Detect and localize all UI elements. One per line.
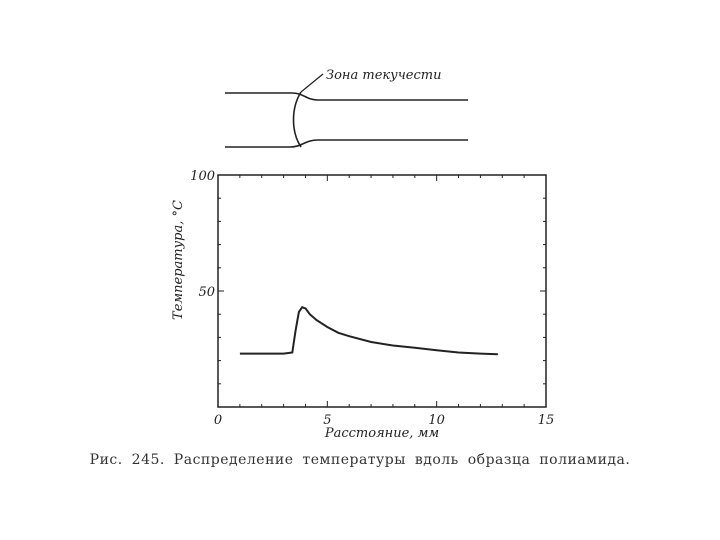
figure-caption: Рис. 245. Распределение температуры вдол… — [0, 452, 720, 468]
annotation-leader-line — [300, 73, 324, 93]
x-tick-label: 5 — [323, 413, 331, 428]
yield-zone-annotation: Зона текучести — [326, 68, 441, 83]
yield-zone-front — [292, 91, 302, 148]
caption-label: Рис. 245. — [89, 452, 165, 468]
specimen-top-edge — [225, 92, 468, 101]
y-tick-label: 100 — [190, 169, 215, 184]
temperature-curve — [239, 305, 498, 356]
x-tick-label: 0 — [214, 413, 222, 428]
x-tick-label: 15 — [538, 413, 555, 428]
y-tick-label: 50 — [198, 285, 215, 300]
y-axis-label: Температура, °С — [171, 200, 186, 320]
specimen-bottom-edge — [225, 139, 468, 148]
x-tick-label: 10 — [428, 413, 445, 428]
y-tick-labels: 50 100 — [190, 169, 215, 300]
plot-ticks — [217, 174, 547, 408]
specimen-diagram — [225, 73, 468, 148]
plot-frame — [217, 174, 547, 408]
x-axis-label: Расстояние, мм — [324, 426, 439, 441]
caption-text: Распределение температуры вдоль образца … — [173, 452, 631, 468]
x-tick-labels: 0 5 10 15 — [214, 413, 554, 428]
